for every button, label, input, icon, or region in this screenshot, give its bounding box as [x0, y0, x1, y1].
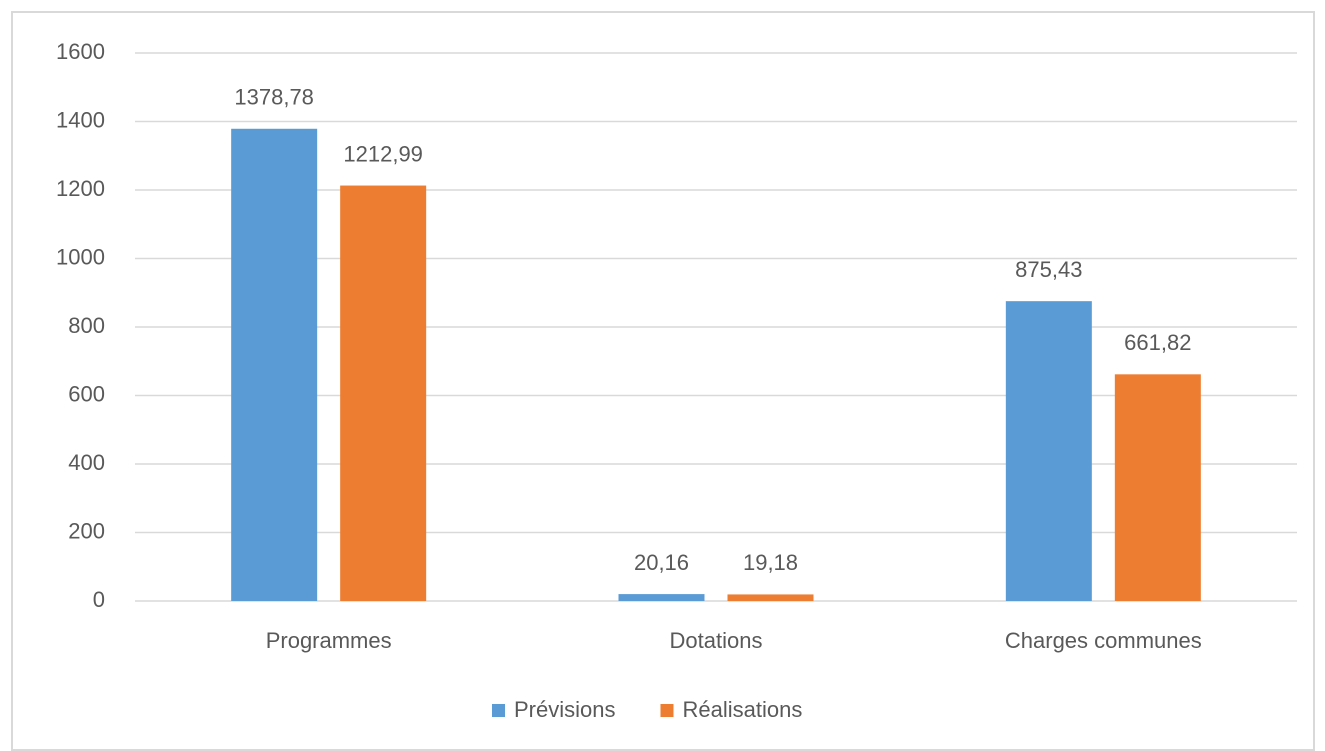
data-label: 661,82	[1124, 330, 1191, 355]
y-tick-label: 1000	[56, 244, 105, 269]
y-tick-label: 800	[68, 313, 105, 338]
x-tick-label: Dotations	[670, 628, 763, 653]
x-tick-label: Programmes	[266, 628, 392, 653]
bar	[231, 128, 318, 601]
data-label: 1212,99	[343, 141, 423, 166]
y-tick-label: 200	[68, 518, 105, 543]
y-tick-label: 0	[93, 587, 105, 612]
bar	[340, 185, 427, 602]
legend-label: Prévisions	[514, 697, 615, 722]
chart-border	[11, 11, 1315, 751]
legend-swatch	[492, 704, 505, 717]
bar	[727, 594, 814, 601]
data-label: 19,18	[743, 550, 798, 575]
data-label: 20,16	[634, 550, 689, 575]
y-tick-label: 400	[68, 450, 105, 475]
y-tick-label: 1200	[56, 176, 105, 201]
x-tick-label: Charges communes	[1005, 628, 1202, 653]
bar	[1005, 301, 1092, 601]
legend-label: Réalisations	[682, 697, 802, 722]
y-tick-label: 1600	[56, 39, 105, 64]
legend-swatch	[660, 704, 674, 717]
y-tick-label: 1400	[56, 107, 105, 132]
bar	[1114, 374, 1201, 601]
bar	[618, 594, 705, 601]
data-label: 875,43	[1015, 257, 1082, 282]
data-label: 1378,78	[234, 85, 314, 110]
y-tick-label: 600	[68, 381, 105, 406]
